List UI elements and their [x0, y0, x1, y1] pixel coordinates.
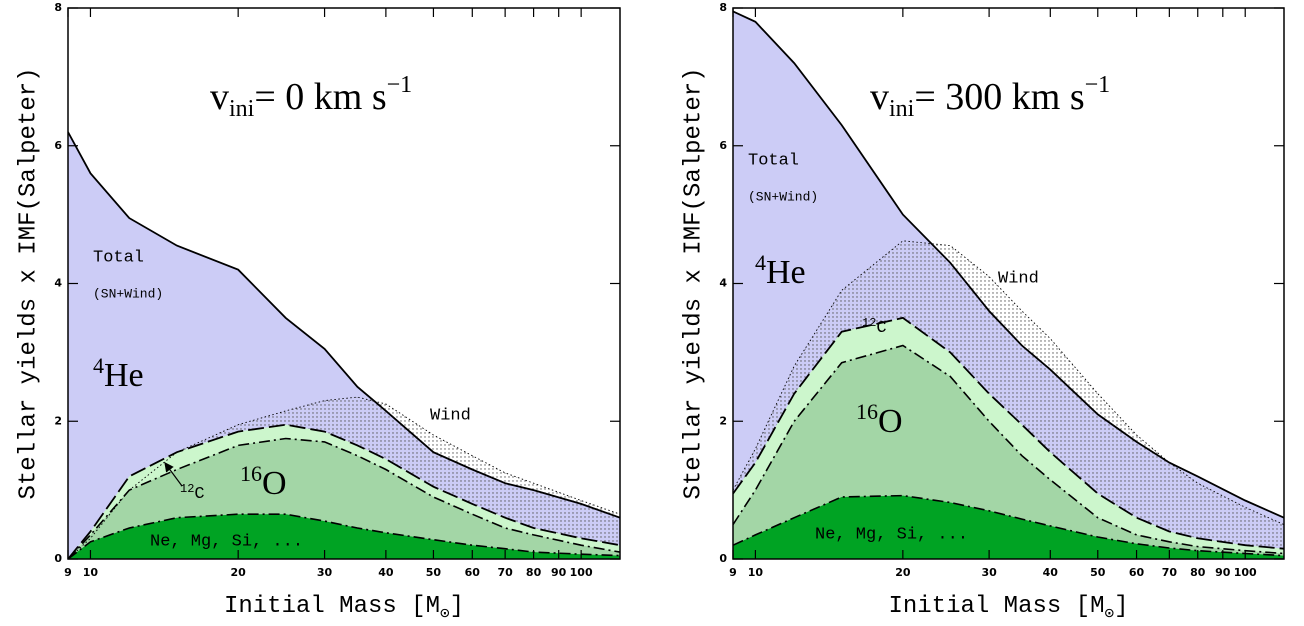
- x-tick-label: 10: [748, 566, 764, 579]
- x-tick-label: 40: [378, 566, 394, 579]
- y-tick-label: 2: [54, 414, 62, 427]
- text-part: ⊙: [440, 605, 450, 623]
- text-part: O: [878, 403, 903, 440]
- text-part: 12: [862, 316, 876, 330]
- x-tick-label: 30: [317, 566, 333, 579]
- text-part: 4: [755, 250, 766, 275]
- text-part: ]: [450, 593, 464, 620]
- annotation: Ne, Mg, Si, ...: [150, 532, 303, 551]
- plot-area: [733, 10, 1284, 559]
- x-tick-label: 40: [1043, 566, 1059, 579]
- x-tick-label: 70: [1162, 566, 1178, 579]
- area-fill: [733, 495, 1284, 559]
- annotation: Ne, Mg, Si, ...: [815, 525, 968, 544]
- text-part: v: [210, 76, 229, 118]
- annotation: 4He: [93, 353, 144, 394]
- annotation: (SN+Wind): [93, 286, 163, 301]
- plot-area: [68, 131, 620, 559]
- text-part: = 0 km s: [254, 76, 386, 118]
- text-part: ⊙: [1105, 605, 1115, 623]
- x-tick-label: 20: [231, 566, 247, 579]
- y-axis-label: Stellar yields x IMF(Salpeter): [680, 67, 707, 499]
- area-line: [733, 344, 1284, 555]
- x-tick-label: 9: [64, 566, 72, 579]
- y-tick-label: 8: [54, 1, 62, 14]
- x-tick-label: 60: [465, 566, 481, 579]
- annotation-arrow: [164, 462, 183, 487]
- text-part: Initial Mass [M: [224, 593, 440, 620]
- x-tick-label: 100: [570, 566, 593, 579]
- text-part: ini: [889, 96, 915, 122]
- text-part: 16: [240, 461, 262, 486]
- text-part: 12: [180, 482, 194, 496]
- area-line: [733, 316, 1284, 550]
- area-line: [733, 10, 1284, 519]
- area-fill: [68, 514, 620, 559]
- x-tick-label: 30: [981, 566, 997, 579]
- text-part: O: [262, 465, 287, 502]
- x-tick-label: 100: [1234, 566, 1257, 579]
- area-line: [68, 423, 620, 559]
- x-tick-label: 90: [551, 566, 567, 579]
- x-tick-label: 90: [1215, 566, 1231, 579]
- annotation: Wind: [998, 269, 1039, 288]
- x-tick-label: 10: [83, 566, 99, 579]
- x-axis-label: Initial Mass [M⊙]: [224, 593, 464, 623]
- text-part: ]: [1114, 593, 1128, 620]
- annotation: 16O: [240, 461, 287, 502]
- text-part: v: [870, 76, 889, 118]
- text-part: C: [194, 485, 204, 504]
- annotation: 16O: [856, 399, 903, 440]
- x-tick-label: 50: [426, 566, 442, 579]
- text-part: He: [766, 254, 806, 291]
- annotation: Total: [93, 248, 144, 267]
- y-tick-label: 8: [719, 1, 727, 14]
- text-part: C: [876, 319, 886, 338]
- text-part: 4: [93, 353, 104, 378]
- annotation: (SN+Wind): [748, 189, 818, 204]
- area-line: [68, 513, 620, 559]
- annotation: 12C: [180, 482, 205, 504]
- area-line: [68, 131, 620, 519]
- text-part: −1: [1085, 72, 1111, 98]
- panel-title: vini= 300 km s−1: [870, 72, 1110, 122]
- text-part: He: [104, 357, 144, 394]
- panel-title: vini= 0 km s−1: [210, 72, 412, 122]
- area-line: [733, 240, 1284, 526]
- y-axis-label: Stellar yields x IMF(Salpeter): [15, 67, 42, 499]
- text-part: ini: [229, 96, 255, 122]
- text-part: = 300 km s: [914, 76, 1084, 118]
- y-tick-label: 6: [719, 139, 727, 152]
- y-tick-label: 0: [54, 552, 62, 565]
- x-axis-label: Initial Mass [M⊙]: [888, 593, 1128, 623]
- x-tick-label: 9: [729, 566, 737, 579]
- y-tick-label: 6: [54, 139, 62, 152]
- y-tick-label: 4: [719, 277, 727, 290]
- y-tick-label: 0: [719, 552, 727, 565]
- x-tick-label: 50: [1090, 566, 1106, 579]
- text-part: −1: [387, 72, 413, 98]
- text-part: Initial Mass [M: [888, 593, 1104, 620]
- x-tick-label: 80: [1190, 566, 1206, 579]
- x-tick-label: 70: [497, 566, 513, 579]
- annotation: Wind: [430, 406, 471, 425]
- x-tick-label: 80: [526, 566, 542, 579]
- annotation: Total: [748, 151, 799, 170]
- y-tick-label: 4: [54, 277, 62, 290]
- area-line: [68, 437, 620, 559]
- text-part: 16: [856, 399, 878, 424]
- area-line: [733, 494, 1284, 557]
- annotation: 4He: [755, 250, 806, 291]
- x-tick-label: 60: [1129, 566, 1145, 579]
- annotation: 12C: [862, 316, 887, 338]
- area-line: [68, 396, 620, 559]
- x-tick-label: 20: [895, 566, 911, 579]
- y-tick-label: 2: [719, 414, 727, 427]
